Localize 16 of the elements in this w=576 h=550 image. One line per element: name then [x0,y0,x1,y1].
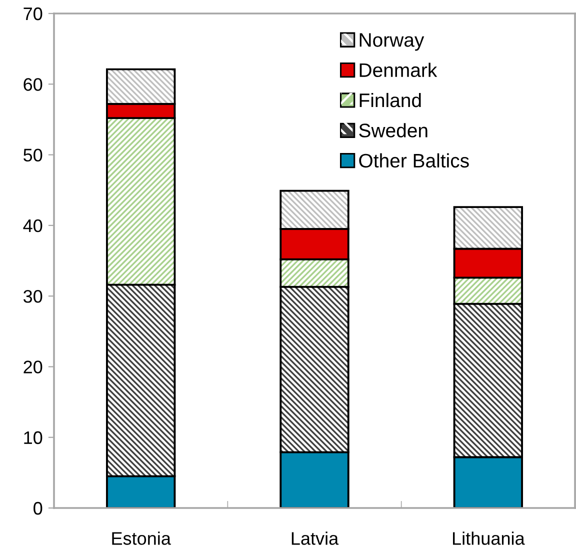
y-tick-label: 60 [24,78,42,91]
y-tick-label: 10 [24,431,42,444]
legend-label: Sweden [359,123,428,138]
legend-label: Other Baltics [359,153,469,168]
y-tick-label: 70 [24,7,42,20]
y-tick-label: 0 [34,502,42,515]
y-tick-label: 30 [23,290,42,303]
legend-label: Norway [360,33,424,51]
y-tick-label: 50 [24,148,42,162]
x-tick-label: Estonia [112,532,171,545]
y-tick-label: 40 [23,219,42,232]
x-tick-label: Lithuania [453,532,525,545]
legend-label: Denmark [360,62,438,78]
x-tick-label: Latvia [292,532,339,545]
y-tick-label: 20 [24,360,42,374]
legend-label: Finland [360,92,421,108]
